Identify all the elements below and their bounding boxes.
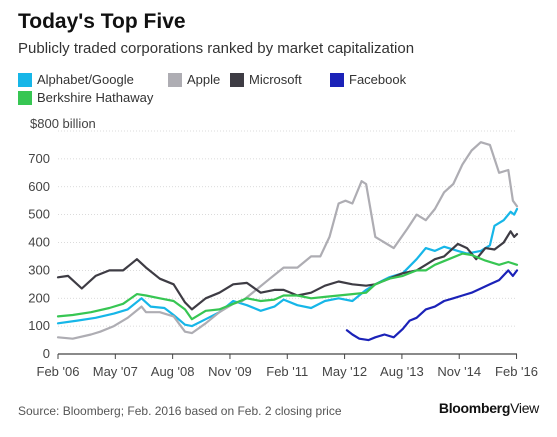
y-tick-label: $800 billion — [30, 116, 96, 131]
y-axis: 0 100 200 300 400 500 600 700 $800 billion — [28, 116, 95, 361]
y-tick-label: 600 — [28, 179, 50, 194]
x-tick-label: Feb '06 — [37, 364, 80, 379]
legend-item-berkshire: Berkshire Hathaway — [18, 90, 153, 105]
chart-legend: Alphabet/Google Apple Microsoft Facebook… — [18, 70, 548, 110]
x-tick-label: Aug '08 — [151, 364, 195, 379]
legend-label-microsoft: Microsoft — [249, 72, 302, 87]
legend-item-alphabet: Alphabet/Google — [18, 72, 134, 87]
legend-swatch-alphabet — [18, 72, 32, 87]
x-tick-label: May '07 — [93, 364, 138, 379]
x-tick-label: May '12 — [322, 364, 367, 379]
legend-item-facebook: Facebook — [330, 72, 406, 87]
brand-logo: BloombergView — [439, 400, 539, 416]
y-tick-label: 100 — [28, 318, 50, 333]
legend-item-microsoft: Microsoft — [230, 72, 302, 87]
y-tick-label: 500 — [28, 207, 50, 222]
y-tick-label: 400 — [28, 235, 50, 250]
y-tick-label: 0 — [43, 346, 50, 361]
brand-bold: Bloomberg — [438, 400, 511, 416]
legend-label-alphabet: Alphabet/Google — [37, 72, 134, 87]
x-tick-label: Nov '14 — [437, 364, 481, 379]
legend-label-berkshire: Berkshire Hathaway — [37, 90, 154, 105]
legend-swatch-facebook — [330, 72, 344, 87]
series-line-0 — [56, 207, 519, 328]
series-line-2 — [56, 230, 519, 311]
chart-grid — [58, 130, 517, 355]
chart-subtitle: Publicly traded corporations ranked by m… — [18, 40, 415, 57]
x-tick-label: Nov '09 — [208, 364, 252, 379]
legend-swatch-berkshire — [18, 90, 32, 105]
y-tick-label: 700 — [28, 151, 50, 166]
legend-swatch-apple — [168, 72, 182, 87]
legend-label-facebook: Facebook — [349, 72, 407, 87]
legend-label-apple: Apple — [187, 72, 221, 87]
brand-light: View — [510, 400, 539, 416]
series-line-1 — [56, 141, 519, 340]
legend-item-apple: Apple — [168, 72, 220, 87]
x-tick-label: Aug '13 — [380, 364, 424, 379]
series-line-3 — [345, 269, 519, 342]
x-tick-label: Feb '11 — [266, 364, 308, 379]
x-axis: Feb '06 May '07 Aug '08 Nov '09 Feb '11 May '… — [37, 354, 538, 379]
series-lines — [56, 141, 519, 342]
y-tick-label: 300 — [28, 262, 50, 277]
x-tick-label: Feb '16 — [495, 364, 538, 379]
chart-title: Today's Top Five — [18, 10, 186, 33]
y-tick-label: 200 — [28, 290, 50, 305]
legend-swatch-microsoft — [230, 72, 244, 87]
series-line-4 — [56, 252, 519, 321]
source-note: Source: Bloomberg; Feb. 2016 based on Fe… — [18, 404, 342, 418]
